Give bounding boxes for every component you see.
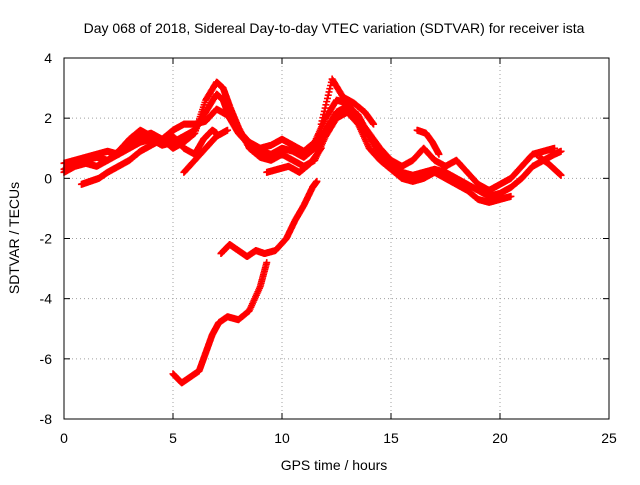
data-point (551, 144, 558, 152)
x-tick-label: 5 (169, 430, 177, 446)
x-tick-label: 20 (492, 430, 508, 446)
data-point (317, 144, 325, 152)
y-tick-label: 2 (44, 110, 52, 126)
data-point (313, 177, 321, 185)
y-tick-label: -6 (40, 351, 53, 367)
plot-frame (63, 57, 610, 420)
series-track-f (317, 75, 378, 128)
data-point (507, 192, 515, 200)
data-point (370, 120, 378, 128)
x-axis-label: GPS time / hours (281, 457, 388, 473)
data-points (60, 75, 565, 387)
data-point (435, 150, 443, 158)
series-track-g (263, 144, 325, 176)
x-tick-label: 10 (274, 430, 290, 446)
series-track-d (60, 126, 221, 176)
series-track-j (169, 259, 271, 387)
series-track-c (77, 96, 558, 194)
x-tick-label: 25 (601, 430, 617, 446)
series-track-h (413, 126, 443, 158)
y-tick-label: -2 (40, 231, 53, 247)
data-point (557, 171, 565, 179)
x-tick-label: 15 (383, 430, 399, 446)
x-tick-label: 0 (60, 430, 68, 446)
data-point (557, 147, 565, 155)
data-point (224, 126, 231, 134)
y-tick-label: 4 (44, 50, 52, 66)
y-tick-label: 0 (44, 170, 52, 186)
y-axis-label: SDTVAR / TECUs (6, 182, 22, 294)
y-tick-label: -4 (40, 291, 53, 307)
series-track-e (180, 126, 231, 176)
y-tick-label: -8 (40, 411, 53, 427)
series-track-k (217, 177, 321, 261)
chart-title: Day 068 of 2018, Sidereal Day-to-day VTE… (84, 20, 585, 36)
series-track-i (535, 153, 565, 179)
data-point (263, 259, 271, 267)
